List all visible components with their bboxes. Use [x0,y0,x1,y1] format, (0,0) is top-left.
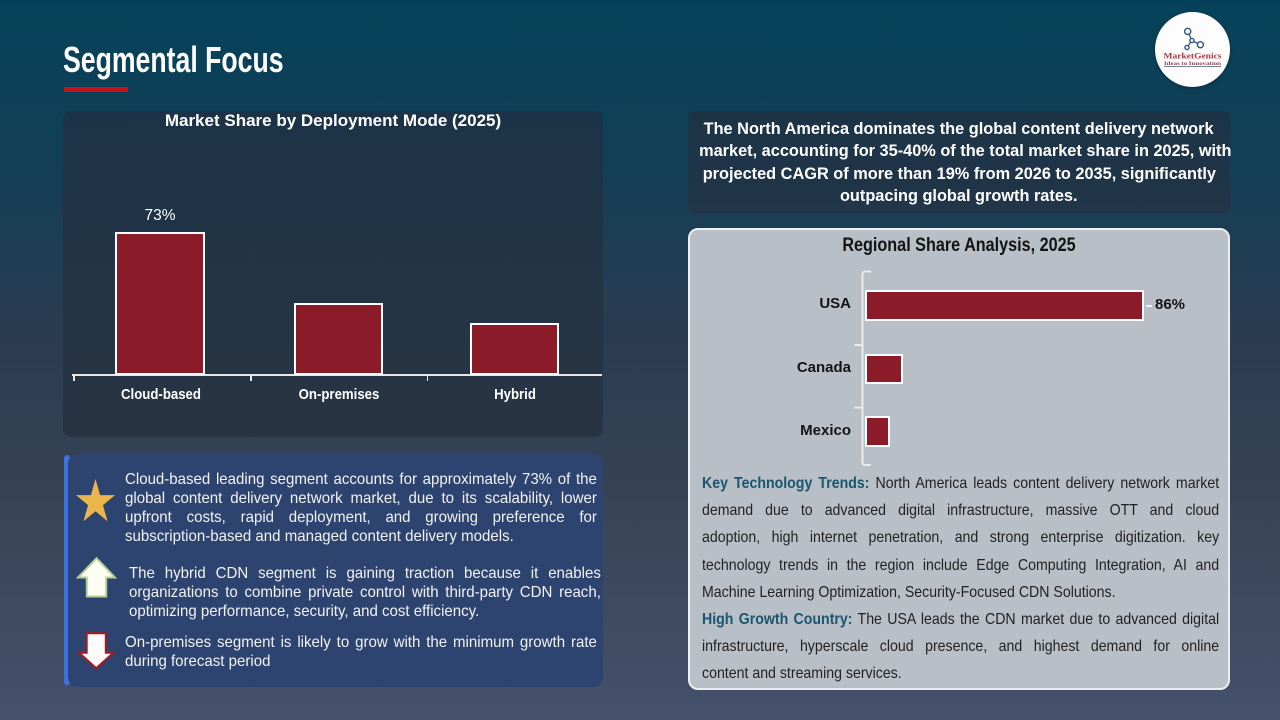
svg-text:Ideas to Innovation: Ideas to Innovation [1164,61,1221,67]
svg-text:MarketGenics: MarketGenics [1164,52,1222,61]
